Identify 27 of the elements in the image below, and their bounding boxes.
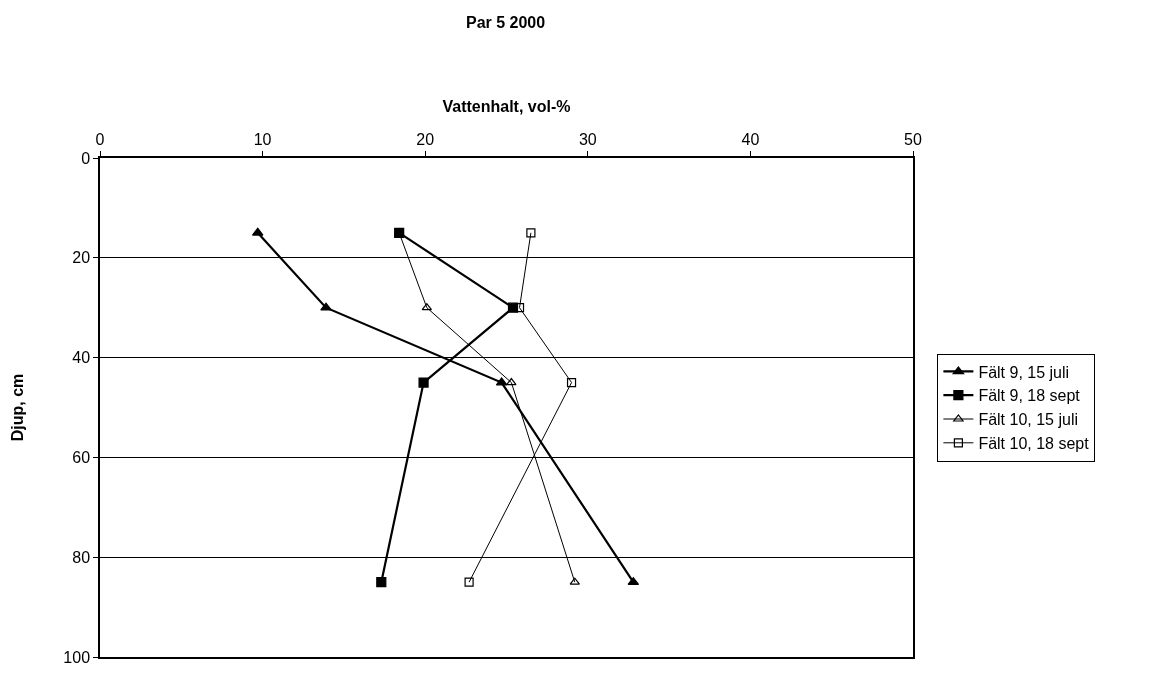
y-tick-label: 100: [63, 648, 91, 666]
legend-label: Fält 9, 15 juli: [978, 363, 1070, 381]
y-tick-label: 60: [72, 449, 91, 466]
point: [566, 377, 577, 388]
point: [464, 577, 474, 587]
y-tick-label: 80: [72, 548, 91, 566]
y-tick-label: 0: [81, 149, 91, 167]
point: [376, 577, 387, 588]
x-tick-label: 0: [95, 130, 105, 148]
x-tick-label: 10: [253, 130, 272, 148]
x-tick-label: 50: [904, 130, 922, 148]
y-tick-label: 20: [72, 249, 91, 267]
point: [514, 303, 525, 313]
point: [506, 377, 517, 386]
y-tick-label: 40: [72, 349, 91, 367]
y-axis-title: Djup, cm: [8, 373, 26, 442]
point: [320, 302, 332, 311]
legend-label: Fält 10, 15 juli: [978, 411, 1078, 429]
legend-label: Fält 10, 18 sept: [978, 435, 1090, 453]
x-axis-title: Vattenhalt, vol-%: [442, 98, 571, 116]
x-tick-label: 30: [578, 130, 597, 148]
point: [418, 377, 429, 388]
legend-label: Fält 9, 18 sept: [978, 387, 1081, 405]
point: [526, 228, 536, 238]
x-tick-label: 20: [416, 130, 435, 148]
chart-title: Par 5 2000: [465, 13, 546, 31]
x-tick-label: 40: [741, 130, 760, 148]
